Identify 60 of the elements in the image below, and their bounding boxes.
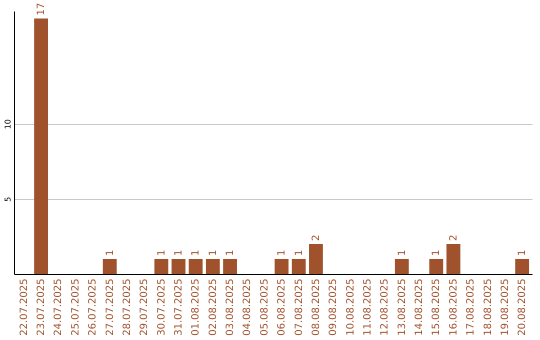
x-tick-label: 19.08.2025 [500,278,511,336]
bar [446,244,460,274]
x-tick-label: 03.08.2025 [225,278,236,336]
bar [206,258,220,274]
x-tick-label: 10.08.2025 [345,278,356,336]
x-tick-label: 09.08.2025 [328,278,340,336]
x-tick-label: 16.08.2025 [448,278,460,336]
data-label: 1 [294,250,305,256]
bar [394,258,409,274]
x-tick-label: 17.08.2025 [466,278,477,336]
x-tick-label: 14.08.2025 [414,278,426,336]
bar [429,258,444,274]
bar [515,258,530,274]
data-label: 1 [517,250,528,256]
x-tick-label: 11.08.2025 [362,278,374,336]
data-label: 1 [225,250,236,256]
bar [274,258,289,274]
y-tick-label: 5 [4,196,12,202]
x-tick-label: 25.07.2025 [70,278,82,336]
x-tick-label: 30.07.2025 [156,278,168,336]
x-tick-label: 01.08.2025 [190,278,202,336]
data-label: 1 [396,250,408,256]
x-tick-label: 15.08.2025 [431,278,442,336]
bar [102,258,117,274]
x-tick-label: 08.08.2025 [310,278,322,336]
x-tick-label: 28.07.2025 [122,278,133,336]
x-tick-label: 31.07.2025 [174,278,185,336]
x-tick-label: 29.07.2025 [139,278,150,336]
data-label: 1 [174,250,185,256]
data-label: 1 [431,250,442,256]
x-tick-label: 26.07.2025 [88,278,99,336]
bar [172,258,186,274]
data-label: 1 [104,250,116,256]
x-tick-label: 13.08.2025 [396,278,408,336]
x-tick-label: 12.08.2025 [380,278,391,336]
data-label: 17 [36,2,48,16]
x-tick-label: 05.08.2025 [259,278,270,336]
bar [309,244,323,274]
data-label: 1 [208,250,219,256]
x-tick-label: 27.07.2025 [104,278,116,336]
data-label: 1 [190,250,202,256]
bar [223,258,237,274]
bar [292,258,306,274]
bar [188,258,203,274]
bar [154,258,168,274]
data-label: 2 [448,234,460,241]
x-tick-label: 20.08.2025 [517,278,528,336]
y-tick-label: 10 [4,119,12,130]
x-tick-label: 04.08.2025 [242,278,254,336]
x-tick-label: 23.07.2025 [36,278,48,336]
data-label: 1 [276,250,288,256]
x-tick-label: 24.07.2025 [53,278,64,336]
data-label: 1 [156,250,168,256]
bar [34,18,48,274]
x-tick-label: 22.07.2025 [18,278,30,336]
x-tick-label: 07.08.2025 [294,278,305,336]
data-label: 2 [310,234,322,241]
x-tick-label: 18.08.2025 [482,278,494,336]
x-tick-label: 06.08.2025 [276,278,288,336]
x-tick-label: 02.08.2025 [208,278,219,336]
